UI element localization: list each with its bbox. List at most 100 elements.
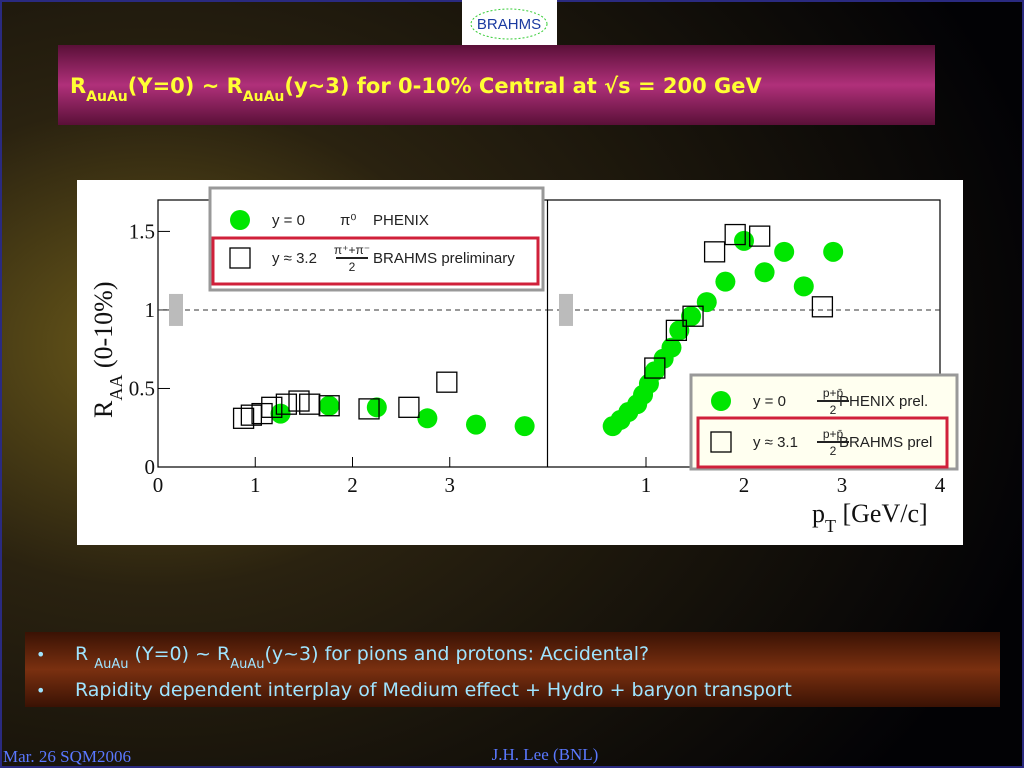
x-tick-label: 1: [250, 473, 261, 497]
data-point: [754, 262, 775, 283]
legend-species: π⁰: [340, 212, 356, 229]
bullet-dot: •: [36, 681, 45, 700]
legend-species-den: 2: [349, 260, 356, 274]
legend-rapidity: y ≈ 3.1: [753, 434, 798, 451]
text-run: R: [89, 400, 118, 418]
x-tick-label: 2: [347, 473, 358, 497]
legend-highlight: [211, 236, 540, 286]
legend-swatch: [711, 391, 731, 411]
title-band: [58, 45, 935, 125]
text-run: p: [812, 499, 825, 528]
y-tick-label: 0: [145, 455, 156, 479]
bullet-text: R AuAu (Y=0) ~ RAuAu(y~3) for pions and …: [75, 643, 649, 672]
data-point: [823, 241, 844, 262]
x-tick-label: 2: [739, 473, 750, 497]
text-run: (0-10%): [89, 282, 118, 375]
data-point: [232, 407, 255, 429]
data-point: [417, 408, 438, 429]
data-point: [466, 414, 487, 435]
data-point: [644, 357, 666, 379]
x-tick-label: 3: [445, 473, 456, 497]
subscript: AuAu: [230, 657, 264, 672]
data-point: [749, 225, 771, 247]
footer-center: J.H. Lee (BNL): [492, 745, 599, 764]
data-point: [681, 306, 702, 327]
legend-rapidity: y = 0: [272, 212, 305, 229]
x-tick-label: 3: [837, 473, 848, 497]
legend-label: BRAHMS preliminary: [373, 250, 515, 267]
text-run: (Y=0) ~ R: [128, 74, 243, 98]
text-run: (y~3) for 0-10% Central at √s = 200 GeV: [284, 74, 762, 98]
y-tick-label: 1: [145, 298, 156, 322]
legend-label: PHENIX prel.: [839, 393, 928, 410]
legend-species-num: π⁺+π⁻: [334, 243, 370, 257]
data-point: [275, 393, 298, 415]
data-point: [288, 390, 310, 412]
data-point: [734, 230, 754, 251]
legend-box: [689, 373, 959, 471]
slide-title: RAuAu(Y=0) ~ RAuAu(y~3) for 0-10% Centra…: [70, 74, 762, 105]
legend-species-den: 2: [830, 444, 837, 458]
x-tick-label: 0: [153, 473, 164, 497]
data-point: [665, 319, 688, 342]
data-point: [793, 276, 814, 297]
data-point: [774, 241, 795, 262]
y-tick-label: 0.5: [129, 376, 155, 400]
x-tick-label: 1: [641, 473, 652, 497]
subscript: AuAu: [243, 89, 285, 105]
data-point: [319, 395, 340, 416]
bullet-text: Rapidity dependent interplay of Medium e…: [75, 679, 792, 701]
data-point: [358, 398, 380, 420]
footer-left: Mar. 26 SQM2006: [3, 747, 131, 766]
data-point: [661, 337, 682, 358]
text-run: (y~3) for pions and protons: Accidental?: [264, 643, 649, 665]
data-point: [261, 396, 283, 418]
legend-swatch: [710, 431, 732, 453]
data-point: [318, 395, 340, 417]
subscript: AA: [106, 375, 126, 401]
text-run: [GeV/c]: [836, 499, 928, 528]
logo-box: [462, 0, 557, 48]
data-point: [696, 292, 717, 313]
bullet-dot: •: [36, 645, 45, 664]
legend-species-num: p+p̄: [823, 427, 844, 441]
x-tick-label: 4: [935, 473, 946, 497]
data-point: [366, 397, 387, 418]
data-point: [436, 371, 458, 393]
y-tick-label: 1.5: [129, 219, 155, 243]
logo-orbit: [470, 8, 548, 40]
data-point: [398, 396, 420, 418]
legend-label: PHENIX: [373, 212, 429, 229]
logo-text: BRAHMS: [477, 16, 541, 33]
charts: 0 1 2 3 0 0.5 1 1.5 RAA (0-10%) y = 0 π⁰ PHENIX y ≈ …: [89, 186, 959, 536]
legend-species-num: p+p̄: [823, 386, 844, 400]
text-run: Rapidity dependent interplay of Medium e…: [75, 679, 792, 701]
data-point: [514, 416, 535, 437]
text-run: (Y=0) ~ R: [129, 643, 231, 665]
normalization-box: [169, 293, 183, 326]
legend-swatch: [230, 210, 250, 230]
legend-rapidity: y ≈ 3.2: [272, 250, 317, 267]
data-point: [715, 271, 736, 292]
legend-rapidity: y = 0: [753, 393, 786, 410]
subscript: AuAu: [86, 89, 128, 105]
subscript: AuAu: [94, 657, 128, 672]
data-point: [669, 320, 690, 341]
text-run: R: [70, 74, 86, 98]
legend-label: BRAHMS prel: [839, 434, 932, 451]
y-axis-label: RAA (0-10%): [89, 282, 126, 418]
data-point: [724, 223, 746, 246]
data-point: [682, 305, 704, 327]
data-point: [703, 241, 726, 263]
plot-frame: [157, 199, 941, 468]
normalization-box: [559, 293, 573, 326]
bullet-band: [25, 632, 1000, 707]
legend-species-den: 2: [830, 403, 837, 417]
legend-highlight: [696, 416, 949, 469]
text-run: R: [75, 643, 94, 665]
data-point: [811, 296, 834, 318]
x-axis-label: pT [GeV/c]: [812, 499, 928, 536]
legend-swatch: [229, 247, 251, 269]
